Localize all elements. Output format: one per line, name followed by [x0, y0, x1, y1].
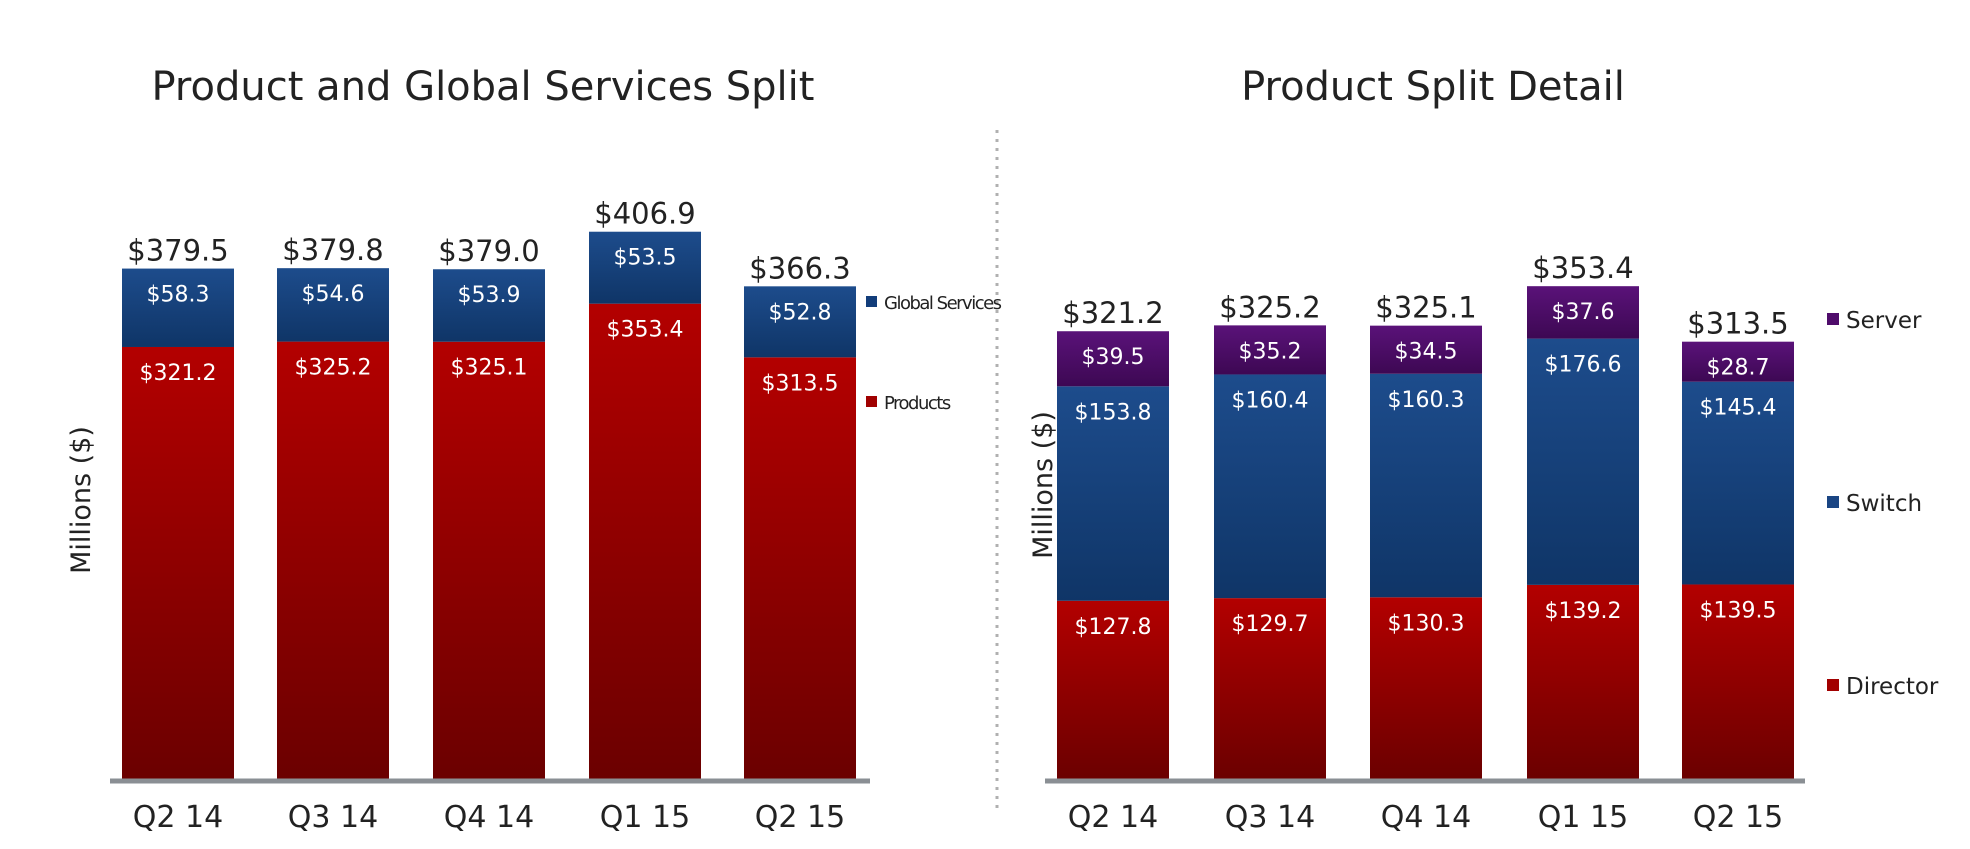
chart1-data-label: $353.4: [607, 318, 684, 343]
chart1-bar-products: [433, 341, 545, 779]
chart2-bar-switch: [1682, 381, 1794, 585]
chart1-bar-global-services: [589, 231, 701, 304]
legend-swatch-products: [866, 396, 877, 407]
chart2-data-label: $160.4: [1232, 388, 1309, 413]
chart1-data-label: $53.9: [458, 283, 521, 308]
legend-swatch-global-services: [866, 296, 877, 307]
chart2-x-tick-label: Q2 14: [1068, 800, 1158, 835]
chart1-data-label: $325.2: [295, 356, 372, 381]
chart2-ylabel: Millions ($): [1028, 411, 1059, 559]
chart2-bar-switch: [1214, 374, 1326, 599]
chart2-data-label: $129.7: [1232, 612, 1309, 637]
chart2-bar-server: [1527, 286, 1639, 339]
chart1-data-label: $325.1: [451, 356, 528, 381]
chart2-plot: $127.8 $153.8 $39.5 $321.2 Q2 14 $129.7 $160.4…: [1045, 251, 1805, 835]
chart1-data-label: $58.3: [147, 283, 210, 308]
chart2-data-label: $160.3: [1388, 388, 1465, 413]
legend-label-global-services: Global Services: [884, 293, 1002, 314]
legend-label-server: Server: [1846, 308, 1922, 334]
chart1-x-tick-label: Q4 14: [444, 800, 534, 835]
chart2-legend: Server Switch Director: [1827, 308, 1939, 700]
chart1-data-label: $52.8: [769, 300, 832, 325]
chart1-bar-global-services: [122, 268, 234, 347]
chart1-total-label: $366.3: [749, 251, 850, 285]
chart2-bar-director: [1214, 598, 1326, 779]
chart1-ylabel: Millions ($): [66, 426, 97, 574]
chart1-bar-products: [589, 303, 701, 779]
chart2-data-label: $34.5: [1395, 340, 1458, 365]
chart1-title: Product and Global Services Split: [152, 64, 815, 110]
chart2-title: Product Split Detail: [1241, 64, 1625, 110]
chart2-bar-director: [1370, 597, 1482, 779]
chart1-bar-products: [122, 346, 234, 779]
chart2-bar-server: [1682, 341, 1794, 382]
chart1-data-label: $313.5: [762, 371, 839, 396]
chart1-bar-global-services: [744, 286, 856, 358]
chart2-x-tick-label: Q1 15: [1538, 800, 1628, 835]
chart2-total-label: $321.2: [1062, 296, 1163, 330]
chart2-x-tick-label: Q4 14: [1381, 800, 1471, 835]
chart1-legend: Global Services Products: [866, 293, 1003, 414]
legend-label-products: Products: [884, 393, 951, 414]
chart2-data-label: $176.6: [1545, 353, 1622, 378]
chart2-x-tick-label: Q2 15: [1693, 800, 1783, 835]
chart1-x-tick-label: Q1 15: [600, 800, 690, 835]
chart1-bar-products: [744, 357, 856, 779]
chart1-bar-products: [277, 341, 389, 779]
chart2-data-label: $153.8: [1075, 400, 1152, 425]
chart2-bar-server: [1370, 325, 1482, 374]
legend-swatch-server: [1827, 313, 1839, 325]
chart1-x-tick-label: Q2 14: [133, 800, 223, 835]
chart2-bar-director: [1057, 600, 1169, 779]
chart1-total-label: $379.8: [282, 233, 383, 267]
chart2-x-tick-label: Q3 14: [1225, 800, 1315, 835]
chart2-total-label: $313.5: [1687, 307, 1788, 341]
chart2-bar-director: [1527, 584, 1639, 779]
chart2-data-label: $37.6: [1552, 300, 1615, 325]
chart2-bar-director: [1682, 584, 1794, 779]
chart2-bar-server: [1057, 331, 1169, 387]
chart2-total-label: $353.4: [1532, 251, 1633, 285]
chart2-bar-switch: [1527, 338, 1639, 585]
chart1-total-label: $406.9: [594, 197, 695, 231]
legend-label-director: Director: [1846, 674, 1939, 700]
chart2-total-label: $325.2: [1219, 290, 1320, 324]
chart1-bar-global-services: [433, 269, 545, 342]
chart1-x-tick-label: Q2 15: [755, 800, 845, 835]
chart1-total-label: $379.0: [438, 234, 539, 268]
chart2-total-label: $325.1: [1375, 291, 1476, 325]
legend-swatch-director: [1827, 679, 1839, 691]
chart1-plot: $321.2 $58.3 $379.5 Q2 14 $325.2 $54.6 $379.8 Q…: [110, 197, 870, 835]
chart2-bar-switch: [1057, 386, 1169, 601]
chart1-data-label: $321.2: [140, 361, 217, 386]
chart2-data-label: $139.2: [1545, 599, 1622, 624]
chart2-data-label: $39.5: [1082, 345, 1145, 370]
chart2-data-label: $35.2: [1239, 339, 1302, 364]
chart2-bar-switch: [1370, 373, 1482, 598]
chart1-bar-global-services: [277, 268, 389, 342]
chart2-data-label: $139.5: [1700, 598, 1777, 623]
legend-label-switch: Switch: [1846, 491, 1922, 517]
chart2-data-label: $127.8: [1075, 615, 1152, 640]
chart2-bar-server: [1214, 325, 1326, 375]
legend-swatch-switch: [1827, 496, 1839, 508]
chart1-data-label: $54.6: [302, 282, 365, 307]
chart2-data-label: $28.7: [1707, 356, 1770, 381]
chart1-x-tick-label: Q3 14: [288, 800, 378, 835]
chart1-data-label: $53.5: [614, 246, 677, 271]
chart1-total-label: $379.5: [127, 234, 228, 268]
chart2-data-label: $145.4: [1700, 396, 1777, 421]
chart2-data-label: $130.3: [1388, 611, 1465, 636]
